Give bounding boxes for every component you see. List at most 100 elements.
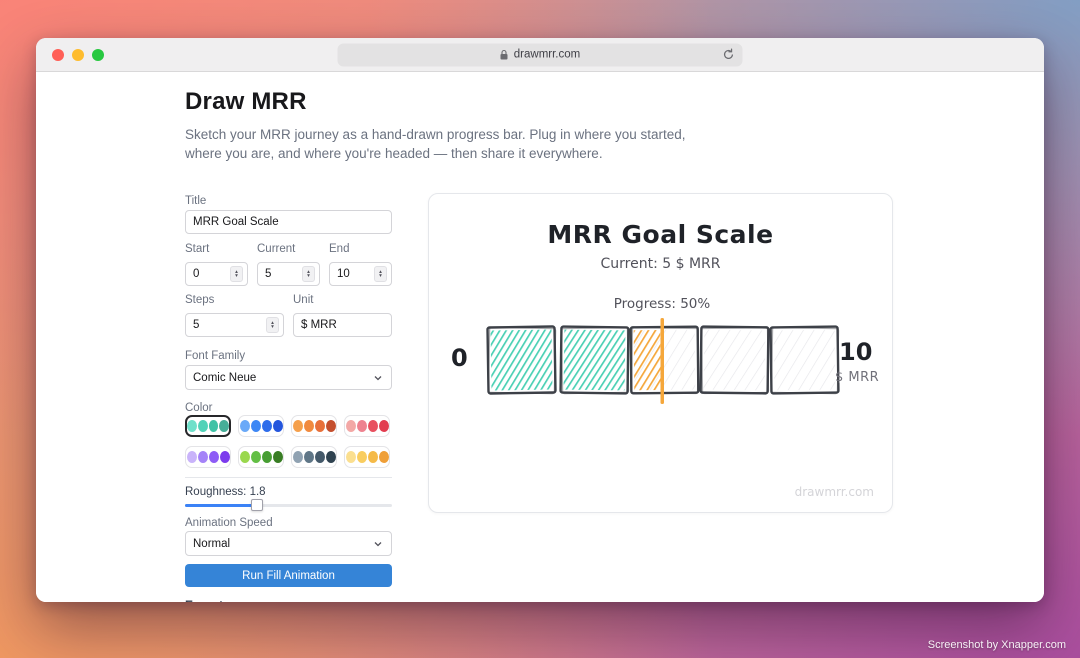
address-bar[interactable]: drawmrr.com (337, 43, 743, 66)
palette-color-dot (250, 451, 261, 463)
chevron-down-icon (374, 375, 382, 380)
palette-color-dot (378, 420, 389, 432)
palette-color-dot (239, 420, 250, 432)
animation-speed-label: Animation Speed (185, 517, 273, 529)
font-family-select[interactable]: Comic Neue (185, 365, 392, 390)
end-label: End (329, 243, 350, 255)
current-label: Current (257, 243, 296, 255)
color-palette-option-purple[interactable] (185, 446, 231, 468)
roughness-label: Roughness: 1.8 (185, 486, 266, 498)
palette-color-dot (197, 451, 208, 463)
current-input-value: 5 (265, 268, 272, 280)
steps-label: Steps (185, 294, 215, 306)
minimize-window-button[interactable] (72, 48, 84, 61)
color-palette-option-teal[interactable] (185, 415, 231, 437)
palette-color-dot (272, 420, 283, 432)
preview-watermark: drawmrr.com (794, 485, 874, 499)
palette-color-dot (187, 420, 197, 432)
color-label: Color (185, 402, 213, 414)
page-description: Sketch your MRR journey as a hand-drawn … (185, 127, 686, 161)
browser-toolbar: drawmrr.com (36, 38, 1044, 72)
section-divider (185, 477, 392, 478)
palette-color-dot (303, 420, 314, 432)
palette-color-dot (367, 420, 378, 432)
color-palette-row (185, 415, 392, 437)
stepper-icon[interactable]: ▴ ▾ (302, 266, 315, 282)
stepper-icon[interactable]: ▴ ▾ (230, 266, 243, 282)
palette-color-dot (261, 451, 272, 463)
slider-thumb[interactable] (251, 499, 264, 511)
palette-color-dot (239, 451, 250, 463)
end-value-label: 10 (839, 338, 873, 366)
end-input[interactable]: 10 ▴ ▾ (329, 262, 392, 286)
color-palette-option-slate[interactable] (291, 446, 337, 468)
unit-input[interactable]: $ MRR (293, 313, 392, 337)
palette-color-dot (303, 451, 314, 463)
palette-color-dot (219, 420, 229, 432)
start-input-value: 0 (193, 268, 200, 280)
palette-color-dot (261, 420, 272, 432)
color-palette-option-orange[interactable] (291, 415, 337, 437)
start-value-label: 0 (451, 344, 468, 372)
palette-color-dot (325, 420, 336, 432)
palette-color-dot (272, 451, 283, 463)
font-family-value: Comic Neue (193, 371, 257, 384)
screenshot-credit: Screenshot by Xnapper.com (927, 639, 1066, 651)
animation-speed-select[interactable]: Normal (185, 531, 392, 556)
slider-fill (185, 504, 258, 507)
color-palette-option-green[interactable] (238, 446, 284, 468)
preview-subtitle: Current: 5 $ MRR (600, 256, 721, 272)
palette-color-dot (345, 451, 356, 463)
palette-color-dot (186, 451, 197, 463)
preview-card: MRR Goal Scale Current: 5 $ MRR Progress… (428, 193, 893, 513)
palette-color-dot (356, 420, 367, 432)
steps-input[interactable]: 5 ▴ ▾ (185, 313, 284, 337)
palette-color-dot (208, 420, 219, 432)
palette-color-dot (197, 420, 208, 432)
start-label: Start (185, 243, 210, 255)
unit-input-value: $ MRR (301, 319, 337, 331)
color-palette-option-amber[interactable] (344, 446, 390, 468)
unit-label: Unit (293, 294, 314, 306)
palette-color-dot (292, 451, 303, 463)
color-palette-option-blue[interactable] (238, 415, 284, 437)
url-text: drawmrr.com (513, 48, 581, 61)
export-section-label: Export (185, 598, 223, 602)
palette-color-dot (356, 451, 367, 463)
roughness-slider[interactable] (185, 499, 392, 511)
stepper-icon[interactable]: ▴ ▾ (266, 317, 279, 333)
animation-speed-value: Normal (193, 537, 231, 550)
chevron-down-icon (374, 541, 382, 546)
reload-icon[interactable] (722, 47, 736, 61)
start-input[interactable]: 0 ▴ ▾ (185, 262, 248, 286)
palette-color-dot (208, 451, 219, 463)
title-label: Title (185, 195, 207, 207)
preview-title: MRR Goal Scale (547, 220, 774, 249)
page-title: Draw MRR (185, 88, 307, 115)
stepper-icon[interactable]: ▴ ▾ (374, 266, 387, 282)
lock-icon (500, 49, 508, 59)
browser-window: drawmrr.com Draw MRR Sketch your MRR jou… (36, 38, 1044, 602)
page-content: Draw MRR Sketch your MRR journey as a ha… (36, 72, 1044, 602)
end-input-value: 10 (337, 268, 350, 280)
color-palette-row (185, 446, 392, 468)
font-family-label: Font Family (185, 350, 246, 362)
palette-color-dot (314, 420, 325, 432)
close-window-button[interactable] (52, 48, 64, 61)
palette-color-dot (325, 451, 336, 463)
unit-value-label: $ MRR (835, 370, 880, 385)
palette-color-dot (367, 451, 378, 463)
palette-color-dot (250, 420, 261, 432)
run-fill-animation-button[interactable]: Run Fill Animation (185, 564, 392, 587)
title-input-value: MRR Goal Scale (193, 216, 279, 228)
color-palette-option-red[interactable] (344, 415, 390, 437)
progress-bar-chart (429, 318, 894, 406)
palette-color-dot (314, 451, 325, 463)
zoom-window-button[interactable] (92, 48, 104, 61)
palette-color-dot (219, 451, 230, 463)
current-input[interactable]: 5 ▴ ▾ (257, 262, 320, 286)
window-controls (52, 38, 104, 71)
title-input[interactable]: MRR Goal Scale (185, 210, 392, 234)
slider-track[interactable] (185, 504, 392, 507)
